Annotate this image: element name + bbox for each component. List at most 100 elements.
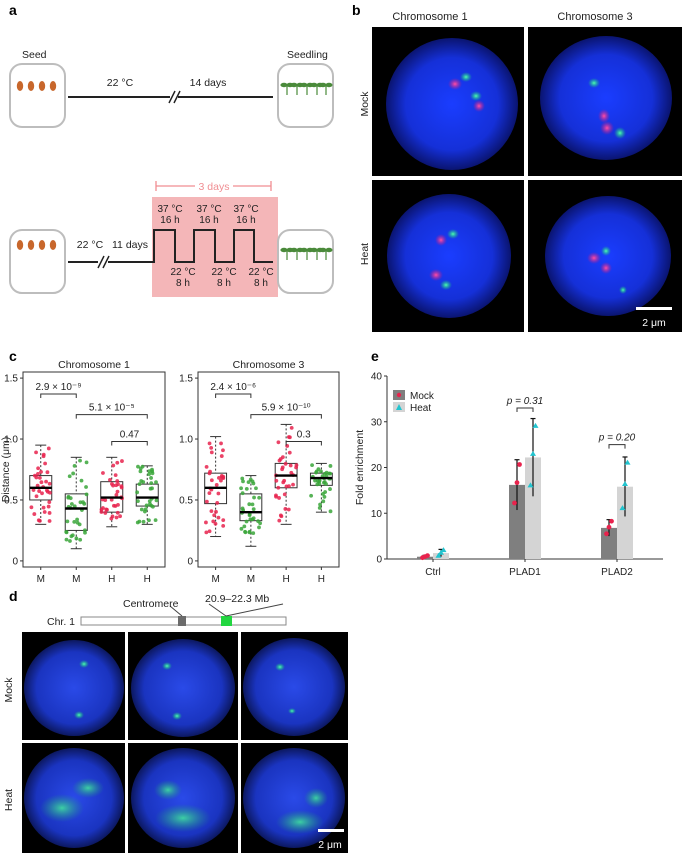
panel-label-c: c: [9, 348, 17, 364]
data-point: [244, 519, 249, 524]
data-point: [274, 478, 279, 483]
data-point: [119, 484, 124, 489]
data-point: [218, 478, 223, 483]
b-col-label-1: Chromosome 1: [392, 11, 467, 23]
chromosome-label: Chr. 1: [47, 616, 75, 628]
data-point: [138, 469, 143, 474]
significance-bracket: [40, 393, 77, 398]
seedling-pot: [277, 63, 334, 128]
data-point: [109, 497, 114, 502]
significance-bracket: [608, 444, 626, 449]
y-tick-label: 1.5: [4, 374, 18, 385]
heat-pre-days: 11 days: [112, 239, 148, 251]
data-point: [116, 502, 120, 507]
data-point: [115, 489, 120, 494]
replicate-point: [438, 549, 444, 555]
data-point: [78, 537, 83, 542]
data-point: [284, 484, 289, 489]
data-point: [251, 531, 256, 536]
data-point: [149, 481, 154, 486]
data-point: [144, 503, 149, 508]
data-point: [103, 498, 108, 503]
data-point: [240, 506, 245, 511]
y-tick-label: 0: [12, 556, 18, 567]
replicate-point: [527, 482, 534, 488]
y-tick-label: 1.0: [4, 435, 18, 446]
data-point: [244, 486, 249, 491]
replicate-point: [532, 422, 539, 428]
data-point: [219, 454, 224, 458]
data-point: [84, 485, 88, 489]
data-point: [221, 523, 226, 528]
y-tick-label: 30: [371, 417, 383, 428]
box: [135, 483, 159, 507]
data-point: [74, 536, 79, 541]
data-point: [319, 469, 323, 474]
data-point: [314, 470, 318, 475]
micrograph-d-mock-2: [128, 632, 238, 740]
data-point: [147, 518, 151, 523]
data-point: [34, 494, 39, 499]
data-point: [41, 505, 46, 510]
data-point: [258, 521, 263, 526]
data-point: [240, 476, 245, 481]
data-point: [120, 459, 124, 463]
x-tick-label: M: [72, 574, 80, 585]
panel-label-b: b: [352, 2, 361, 18]
seedling-icons-heat: [280, 247, 333, 260]
data-point: [32, 473, 37, 478]
panel-d: d Chr. 1 Centromere 20.9–22.3 Mb Mock He…: [3, 588, 348, 853]
svg-text:8 h: 8 h: [217, 278, 231, 289]
data-point: [321, 499, 326, 504]
heat-cycle-line: [152, 229, 273, 263]
data-point: [111, 463, 116, 468]
data-point: [251, 507, 256, 512]
significance-bracket: [75, 414, 148, 419]
data-point: [204, 464, 209, 469]
data-point: [286, 507, 291, 512]
legend-marker: [396, 392, 402, 398]
y-tick-label: 0.5: [179, 495, 193, 506]
data-point: [322, 495, 327, 499]
axis-break: [168, 90, 176, 104]
data-point: [43, 461, 48, 466]
data-point: [78, 458, 82, 463]
replicate-point: [624, 459, 631, 465]
svg-text:16 h: 16 h: [199, 215, 218, 226]
data-point: [207, 491, 212, 496]
seed-icons: [16, 81, 57, 91]
data-point: [148, 502, 152, 506]
data-point: [281, 480, 286, 485]
data-point: [291, 482, 295, 487]
panel-b: b Chromosome 1 Chromosome 3 Mock Heat: [352, 2, 682, 332]
data-point: [32, 512, 37, 516]
data-point: [239, 526, 244, 531]
data-point: [115, 479, 120, 483]
p-value-label: p = 0.20: [598, 433, 636, 444]
micrograph-d-heat-2: [128, 743, 238, 853]
seed-label: Seed: [22, 49, 47, 61]
significance-bracket: [215, 393, 252, 398]
replicate-point: [514, 480, 520, 486]
data-point: [147, 469, 152, 474]
data-point: [71, 471, 76, 476]
data-point: [64, 537, 69, 542]
data-point: [318, 502, 322, 507]
chart-title: Chromosome 1: [58, 359, 130, 371]
svg-text:37 °C: 37 °C: [233, 204, 258, 215]
plot-frame: [22, 371, 166, 568]
replicate-point: [530, 450, 536, 456]
data-point: [46, 504, 51, 509]
data-point: [137, 519, 142, 524]
data-point: [217, 475, 221, 480]
data-point: [47, 511, 52, 515]
data-point: [111, 503, 116, 508]
data-point: [277, 496, 281, 500]
data-point: [254, 486, 258, 491]
data-point: [247, 530, 252, 535]
y-tick-label: 1.0: [179, 435, 193, 446]
data-point: [41, 454, 46, 459]
data-point: [36, 472, 40, 476]
data-point: [213, 521, 218, 526]
